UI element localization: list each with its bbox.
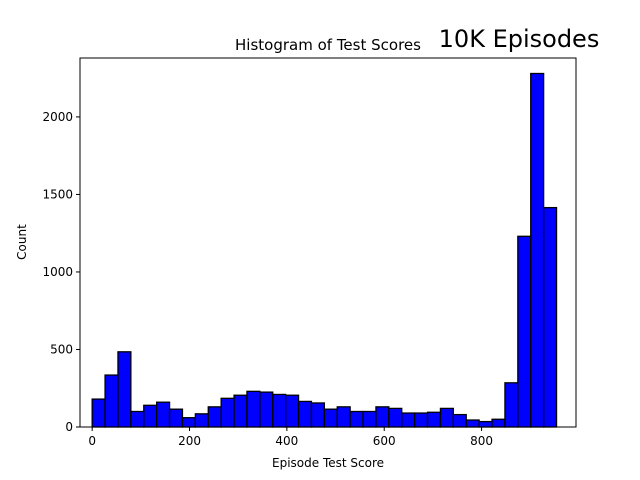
histogram-bar [310,402,325,428]
ticks-layer: 0 200 400 600 800 0 500 1000 1500 2000 [42,110,493,448]
y-tick-label: 0 [65,420,73,434]
histogram-bar [530,72,545,428]
histogram-bar [542,206,558,428]
bars-layer [91,72,558,428]
histogram-bar [439,407,454,428]
histogram-bar [130,410,145,428]
x-tick-label: 0 [88,434,96,448]
histogram-bar [375,406,390,428]
histogram-bar [285,394,300,428]
y-axis-label: Count [15,224,29,260]
plot-frame [79,57,577,428]
histogram-bar [233,394,248,428]
histogram-bar [194,413,209,428]
chart-title: Histogram of Test Scores [235,36,421,54]
x-tick-label: 400 [275,434,298,448]
histogram-bar [181,417,197,428]
histogram-bar [478,420,493,428]
histogram-bar [413,412,429,428]
x-tick-label: 600 [373,434,396,448]
y-tick-label: 500 [50,342,73,356]
histogram-bar [504,382,519,428]
histogram-bar [168,408,184,428]
x-tick-label: 200 [178,434,201,448]
histogram-bar [156,401,171,428]
histogram-bar [388,407,403,428]
y-tick-label: 2000 [42,110,73,124]
y-tick-label: 1000 [42,265,73,279]
histogram-bar [143,404,158,428]
histogram-bar [220,397,235,428]
y-tick-label: 1500 [42,187,73,201]
x-axis-label: Episode Test Score [272,456,384,470]
histogram-bar [362,410,377,428]
histogram-bar [426,411,442,428]
histogram-bar [104,374,119,428]
histogram-bar [323,408,338,428]
histogram-bar [297,400,313,428]
histogram-bar [401,412,416,428]
histogram-bar [336,406,351,428]
histogram-bar [246,390,261,428]
histogram-bar [117,351,132,428]
histogram-bar [491,418,506,428]
x-tick-label: 800 [470,434,493,448]
histogram-bar [517,235,532,428]
histogram-bar [259,391,274,428]
histogram-bar [272,393,287,428]
episodes-annotation: 10K Episodes [439,25,600,53]
histogram-bar [349,410,364,428]
histogram-bar [452,413,467,428]
histogram-bar [465,419,480,428]
histogram-bar [91,398,106,428]
histogram-bar [207,406,222,428]
